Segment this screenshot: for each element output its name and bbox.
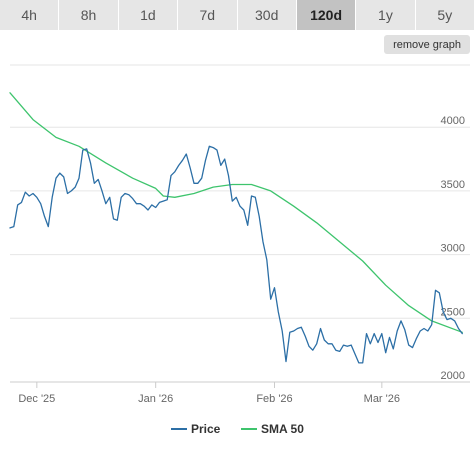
tab-1d[interactable]: 1d [118, 0, 179, 30]
price-chart: 2000 2500 3000 3500 4000 Dec '25 Jan '26 Feb '2… [9, 64, 470, 436]
tab-30d[interactable]: 30d [237, 0, 297, 30]
tab-1y[interactable]: 1y [356, 0, 416, 30]
series-line-price [9, 145, 463, 364]
legend-label[interactable]: SMA 50 [261, 422, 304, 436]
y-tick-label: 4000 [441, 115, 465, 127]
remove-graph-button[interactable]: remove graph [384, 35, 470, 54]
x-tick-label: Dec '25 [18, 393, 55, 405]
y-tick-label: 3000 [441, 243, 465, 255]
range-tabs: 4h 8h 1d 7d 30d 120d 1y 5y [0, 0, 474, 30]
y-tick-label: 2500 [441, 306, 465, 318]
tab-8h[interactable]: 8h [59, 0, 119, 30]
tab-5y[interactable]: 5y [415, 0, 474, 30]
tab-7d[interactable]: 7d [178, 0, 238, 30]
tab-120d[interactable]: 120d [296, 0, 357, 30]
x-tick-label: Feb '26 [256, 393, 292, 405]
legend-label[interactable]: Price [191, 422, 221, 436]
series-line-sma-50 [9, 92, 463, 333]
y-tick-label: 2000 [441, 370, 465, 382]
tab-4h[interactable]: 4h [0, 0, 60, 30]
x-tick-label: Mar '26 [364, 393, 400, 405]
x-tick-label: Jan '26 [138, 393, 173, 405]
y-tick-label: 3500 [441, 179, 465, 191]
